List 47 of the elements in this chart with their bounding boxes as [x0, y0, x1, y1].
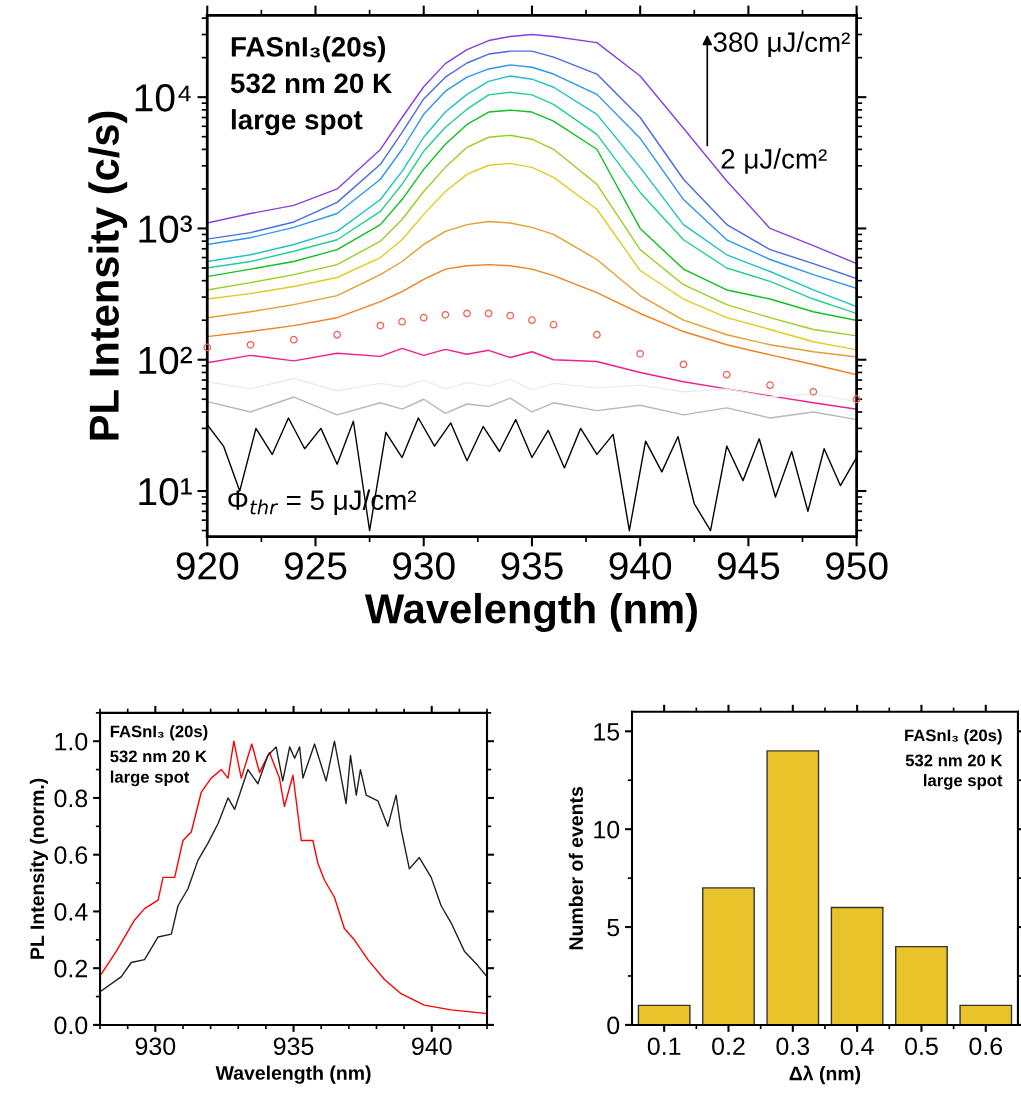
x-tick-label: 935: [273, 1037, 314, 1056]
x-tick-label: 950: [826, 552, 888, 580]
y-tick-label: 5: [607, 918, 620, 937]
y-tick-label: 0.2: [54, 959, 87, 978]
y-tick-label: 15: [594, 723, 620, 741]
x-tick-label: 0.6: [969, 1037, 1003, 1056]
annotation: 380 μJ/cm²: [713, 31, 850, 58]
x-tick-label: 0.2: [712, 1037, 745, 1056]
y-tick-label: 0.0: [54, 1016, 88, 1035]
y-axis-title: Number of events: [568, 787, 583, 950]
x-tick-label: 920: [176, 552, 239, 580]
y-tick-label: 0.8: [54, 789, 88, 808]
x-tick-label: 940: [609, 552, 672, 580]
annotation: large spot: [231, 109, 363, 136]
y-tick-label: 0.4: [54, 903, 88, 921]
x-tick-label: 930: [135, 1037, 176, 1056]
annotation: 532 nm 20 K: [905, 754, 1003, 767]
y-tick-label: 10³: [139, 215, 192, 243]
x-tick-label: 930: [393, 552, 455, 580]
x-axis-title: Wavelength (nm): [215, 1065, 371, 1084]
annotation: 532 nm 20 K: [110, 750, 207, 763]
y-axis-title: PL Intensity (norm.): [29, 778, 48, 959]
annotation: FASnI₃ (20s): [905, 729, 1002, 745]
x-tick-label: 945: [717, 552, 780, 580]
x-tick-label: 0.5: [905, 1037, 938, 1056]
x-tick-label: 0.3: [776, 1037, 810, 1056]
y-tick-label: 0.6: [54, 846, 88, 864]
y-axis-title: PL Intensity (c/s): [88, 111, 128, 440]
y-tick-label: 10: [594, 820, 620, 839]
x-tick-label: 0.4: [840, 1037, 874, 1056]
annotation: FASnI₃(20s): [231, 36, 386, 63]
y-tick-label: 0: [607, 1016, 620, 1035]
x-tick-label: 0.1: [647, 1037, 681, 1056]
x-tick-label: 925: [284, 552, 347, 580]
y-tick-label: 10²: [139, 346, 192, 375]
annotation: large spot: [924, 774, 1003, 790]
y-tick-label: 10⁴: [135, 84, 191, 112]
x-axis-title: Wavelength (nm): [364, 592, 697, 632]
annotation: FASnI₃ (20s): [110, 725, 208, 741]
annotation: large spot: [110, 770, 190, 787]
y-tick-label: 10¹: [139, 477, 192, 506]
annotation: 532 nm 20 K: [230, 73, 392, 94]
y-tick-label: 1.0: [55, 732, 88, 751]
x-tick-label: 940: [412, 1037, 452, 1056]
x-axis-title: Δλ (nm): [789, 1065, 861, 1085]
x-tick-label: 935: [501, 552, 563, 580]
annotation: 2 μJ/cm²: [721, 148, 827, 174]
